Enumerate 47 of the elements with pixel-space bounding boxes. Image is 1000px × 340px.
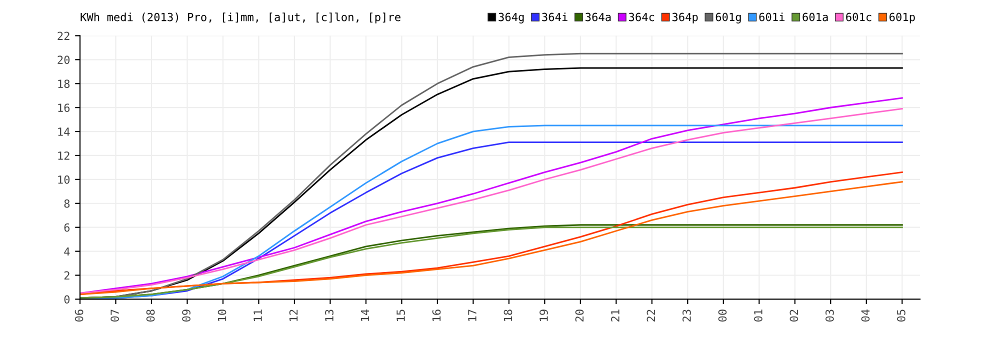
- x-tick-label: 16: [432, 310, 441, 321]
- y-tick-label: 14: [58, 128, 70, 136]
- y-tick-label: 22: [58, 32, 70, 40]
- legend-label: 364i: [542, 12, 568, 22]
- legend-label: 364c: [629, 12, 654, 22]
- x-tick-label: 20: [575, 310, 584, 322]
- legend-label: 364g: [498, 12, 524, 24]
- x-tick-label: 18: [504, 310, 512, 321]
- legend-label: 601p: [890, 12, 915, 24]
- x-tick-label: 07: [110, 310, 119, 322]
- x-tick-label: 08: [146, 310, 155, 322]
- x-tick-label: 13: [325, 310, 334, 321]
- y-tick-label: 0: [64, 295, 70, 304]
- legend-label: 364a: [586, 12, 611, 22]
- x-tick-label: 15: [396, 310, 405, 321]
- x-tick-label: 14: [360, 309, 370, 321]
- y-tick-label: 12: [58, 151, 70, 160]
- x-tick-label: 05: [896, 310, 906, 322]
- x-tick-label: 17: [468, 310, 476, 321]
- x-tick-label: 03: [825, 310, 834, 322]
- x-tick-label: 00: [718, 310, 727, 322]
- x-tick-label: 23: [682, 310, 691, 322]
- x-tick-label: 04: [861, 309, 870, 322]
- y-tick-label: 8: [64, 199, 70, 208]
- legend-label: 601g: [716, 12, 741, 24]
- legend-label: 364p: [672, 12, 698, 24]
- x-tick-label: 06: [74, 310, 84, 322]
- x-tick-label: 10: [218, 310, 226, 321]
- x-tick-label: 09: [182, 310, 190, 322]
- y-tick-label: 4: [64, 247, 70, 256]
- x-tick-label: 21: [611, 310, 620, 322]
- legend-label: 601a: [802, 12, 828, 22]
- x-tick-label: 12: [289, 310, 298, 321]
- x-tick-label: 11: [254, 310, 262, 321]
- y-tick-label: 18: [58, 80, 70, 88]
- legend-label: 601c: [846, 12, 872, 22]
- y-tick-label: 16: [58, 104, 70, 112]
- y-tick-label: 6: [64, 223, 70, 232]
- y-tick-label: 2: [64, 271, 70, 280]
- x-tick-label: 02: [790, 310, 798, 322]
- x-tick-label: 01: [754, 310, 762, 322]
- y-tick-label: 10: [58, 175, 70, 184]
- x-tick-label: 19: [540, 310, 548, 321]
- y-tick-label: 20: [58, 56, 70, 64]
- legend-label: 601i: [759, 12, 785, 22]
- chart-title: KWh medi (2013) Pro, [i]mm, [a]ut, [c]lon, [p]re: [80, 12, 400, 24]
- x-tick-label: 22: [646, 310, 656, 322]
